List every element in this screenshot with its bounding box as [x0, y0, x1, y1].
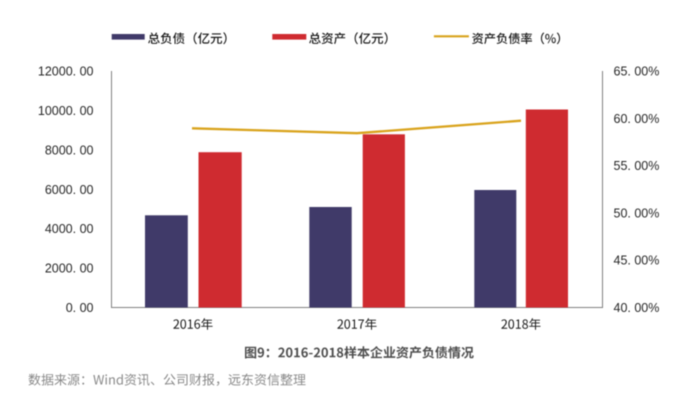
svg-text:45. 00%: 45. 00% [614, 254, 660, 268]
svg-text:8000. 00: 8000. 00 [45, 143, 94, 157]
svg-text:10000. 00: 10000. 00 [38, 104, 94, 118]
svg-text:12000. 00: 12000. 00 [38, 65, 94, 79]
svg-text:55. 00%: 55. 00% [614, 159, 660, 173]
svg-text:2000. 00: 2000. 00 [45, 262, 94, 276]
svg-text:0. 00: 0. 00 [66, 301, 94, 315]
svg-text:6000. 00: 6000. 00 [45, 183, 94, 197]
svg-text:40. 00%: 40. 00% [614, 301, 660, 315]
svg-text:60. 00%: 60. 00% [614, 112, 660, 126]
svg-text:4000. 00: 4000. 00 [45, 222, 94, 236]
svg-text:50. 00%: 50. 00% [614, 206, 660, 220]
svg-text:65. 00%: 65. 00% [614, 65, 660, 79]
